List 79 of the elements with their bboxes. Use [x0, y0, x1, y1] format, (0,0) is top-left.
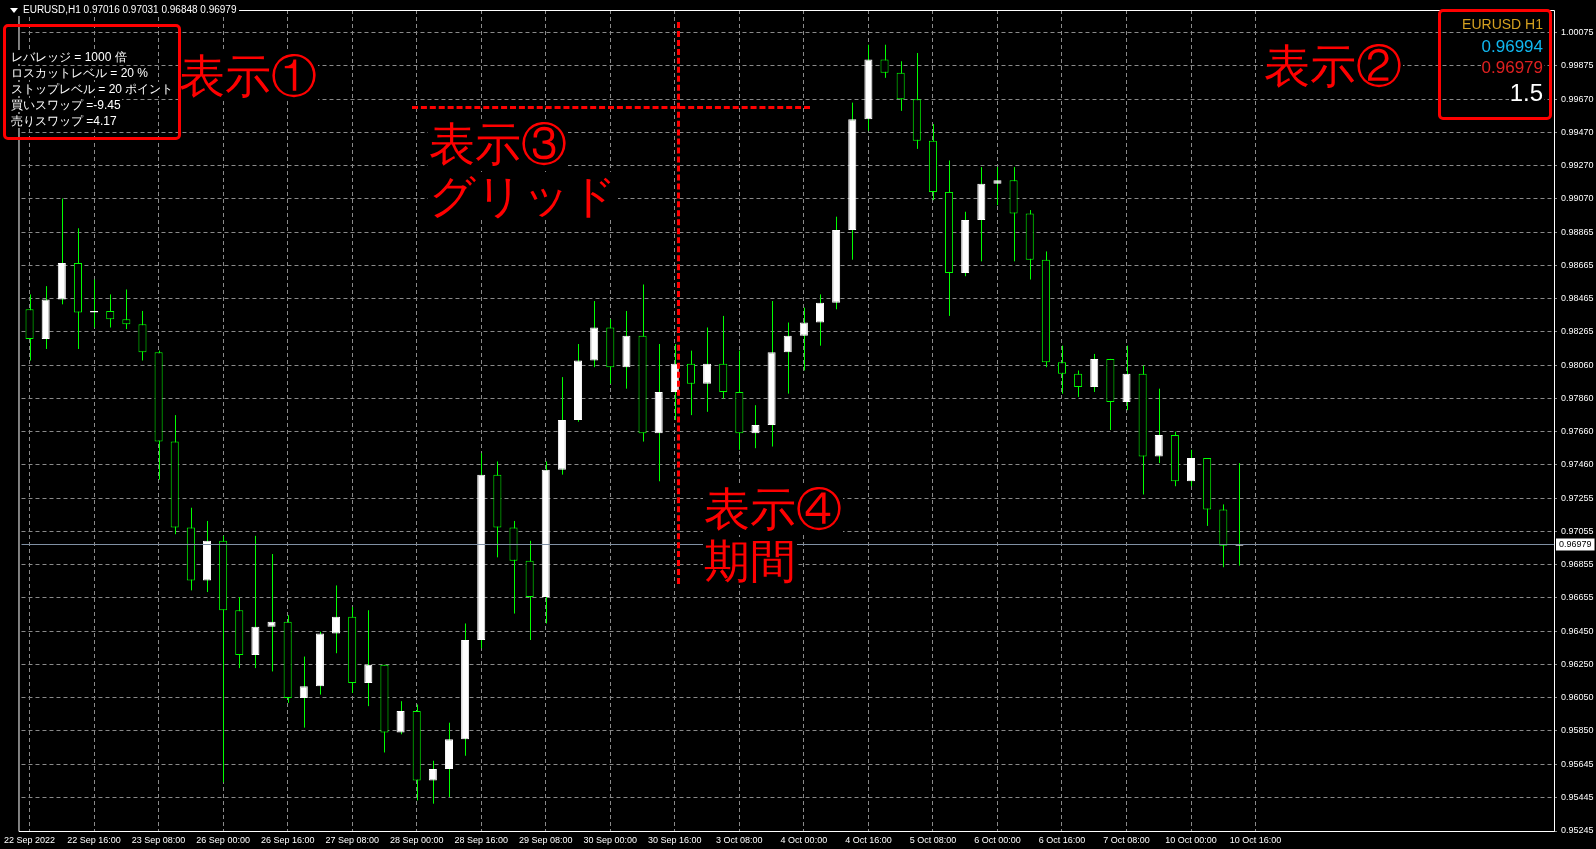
y-tick-label: 0.95445 — [1561, 792, 1594, 803]
annotation: グリッド — [428, 170, 618, 222]
chart-title: EURUSD,H1 0.97016 0.97031 0.96848 0.96979 — [23, 4, 237, 15]
y-tick-label: 0.97055 — [1561, 526, 1594, 537]
candlestick — [428, 760, 437, 805]
x-tick-label: 4 Oct 00:00 — [780, 834, 828, 845]
annotation: ストップレベル = 20 ポイント — [10, 82, 175, 96]
y-tick-label: 0.95645 — [1561, 759, 1594, 770]
y-tick-label: 0.99875 — [1561, 59, 1594, 70]
x-tick-label: 22 Sep 16:00 — [67, 834, 121, 845]
candlestick — [299, 656, 308, 729]
candlestick — [799, 307, 808, 371]
y-tick-label: 0.99270 — [1561, 159, 1594, 170]
x-tick-label: 5 Oct 08:00 — [909, 834, 957, 845]
y-tick-label: 0.97460 — [1561, 459, 1594, 470]
candlestick — [364, 609, 373, 707]
x-tick-label: 3 Oct 08:00 — [716, 834, 763, 845]
annotation: 買いスワップ =-9.45 — [10, 98, 122, 112]
x-tick-label: 30 Sep 00:00 — [583, 834, 638, 845]
x-tick-label: 30 Sep 16:00 — [648, 834, 702, 845]
x-tick-label: 29 Sep 08:00 — [518, 834, 573, 845]
x-tick-label: 7 Oct 08:00 — [1103, 834, 1150, 845]
y-tick-label: 0.98665 — [1561, 259, 1594, 270]
y-tick-label: 0.99670 — [1561, 93, 1594, 104]
annotation: 1.5 — [1508, 79, 1544, 106]
annotation: 0.96994 — [1480, 37, 1544, 56]
annotation: 売りスワップ =4.17 — [10, 114, 118, 128]
annotation: ロスカットレベル = 20 % — [10, 66, 150, 80]
candlestick — [332, 584, 341, 654]
annotation: 表示① — [178, 50, 318, 102]
x-tick-label: 10 Oct 16:00 — [1229, 834, 1282, 845]
x-tick-label: 28 Sep 16:00 — [454, 834, 509, 845]
x-tick-label: 26 Sep 00:00 — [196, 834, 250, 845]
annotation: 期間 — [703, 535, 797, 587]
y-tick-label: 0.98265 — [1561, 326, 1594, 337]
x-tick-label: 23 Sep 08:00 — [131, 834, 186, 845]
candlestick — [106, 293, 115, 328]
x-tick-label: 10 Oct 00:00 — [1165, 834, 1217, 845]
x-tick-label: 4 Oct 16:00 — [845, 834, 892, 845]
candlestick — [994, 166, 1001, 206]
y-tick-label: 0.97255 — [1561, 493, 1594, 504]
y-tick-label: 0.95245 — [1561, 825, 1594, 836]
y-tick-label: 0.98465 — [1561, 293, 1594, 304]
y-tick-label: 0.98060 — [1561, 360, 1594, 370]
candlestick — [783, 322, 792, 395]
annotation: 0.96979 — [1480, 58, 1544, 77]
y-tick-label: 0.96050 — [1561, 692, 1594, 703]
x-tick-label: 22 Sep 2022 — [4, 834, 56, 845]
candlestick — [396, 700, 405, 735]
annotation: 表示④ — [703, 483, 843, 535]
x-tick-label: 27 Sep 08:00 — [325, 834, 379, 845]
x-tick-label: 28 Sep 00:00 — [389, 834, 444, 845]
candlestick — [267, 553, 276, 672]
y-tick-label: 0.99070 — [1561, 192, 1594, 203]
y-tick-label: 0.95850 — [1561, 725, 1594, 736]
annotation: レバレッジ = 1000 倍 — [10, 50, 128, 64]
y-tick-label: 0.96655 — [1561, 592, 1594, 603]
annotation: EURUSD H1 — [1461, 16, 1544, 32]
candlestick — [122, 288, 131, 330]
candlestick — [751, 404, 760, 449]
candlestick — [1154, 388, 1163, 464]
annotation: 表示③ — [428, 118, 568, 170]
ref-line-label: 0.96979 — [1559, 538, 1592, 549]
candlestick — [1187, 449, 1196, 487]
x-tick-label: 26 Sep 16:00 — [260, 834, 315, 845]
candlestick — [815, 293, 825, 347]
y-tick-label: 1.00075 — [1561, 26, 1594, 37]
candlestick — [686, 350, 695, 416]
x-tick-label: 6 Oct 00:00 — [974, 834, 1021, 845]
y-tick-label: 0.96250 — [1561, 659, 1594, 670]
x-tick-label: 6 Oct 16:00 — [1038, 834, 1086, 845]
candlestick — [703, 326, 712, 413]
y-tick-label: 0.99470 — [1561, 126, 1594, 137]
y-tick-label: 0.98865 — [1561, 226, 1594, 237]
y-tick-label: 0.97860 — [1561, 393, 1594, 404]
annotation: 表示② — [1263, 40, 1403, 92]
y-tick-label: 0.96450 — [1561, 626, 1594, 637]
y-tick-label: 0.97660 — [1561, 426, 1594, 437]
y-tick-label: 0.96855 — [1561, 559, 1594, 570]
